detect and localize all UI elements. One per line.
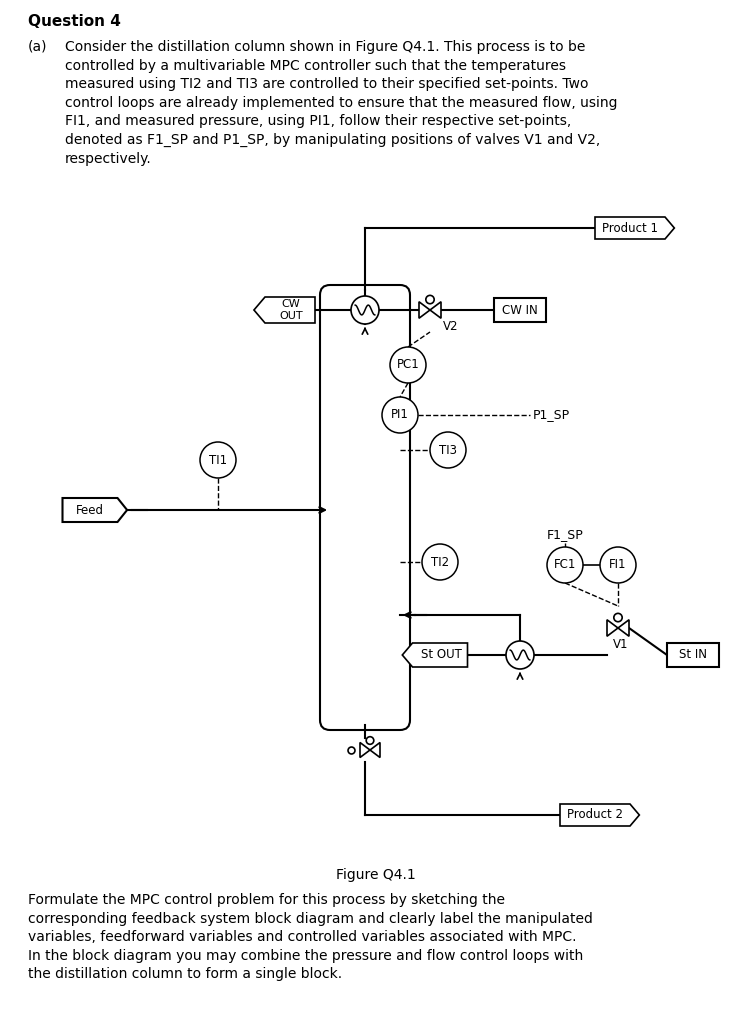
Circle shape <box>366 736 373 744</box>
Polygon shape <box>254 297 315 323</box>
Text: V1: V1 <box>613 639 629 651</box>
Polygon shape <box>430 302 441 318</box>
Text: CW IN: CW IN <box>502 303 538 316</box>
Text: Product 2: Product 2 <box>567 809 623 821</box>
Polygon shape <box>607 620 618 636</box>
Text: Figure Q4.1: Figure Q4.1 <box>336 868 416 882</box>
Polygon shape <box>402 643 468 667</box>
Circle shape <box>506 641 534 669</box>
Text: Consider the distillation column shown in Figure Q4.1. This process is to be
con: Consider the distillation column shown i… <box>65 40 617 166</box>
Circle shape <box>425 295 434 304</box>
Polygon shape <box>62 498 127 522</box>
Text: TI2: TI2 <box>431 555 449 568</box>
FancyBboxPatch shape <box>320 285 410 730</box>
Text: PI1: PI1 <box>391 409 409 422</box>
Polygon shape <box>560 804 639 826</box>
Text: Formulate the MPC control problem for this process by sketching the
correspondin: Formulate the MPC control problem for th… <box>28 893 593 981</box>
Circle shape <box>600 547 636 583</box>
Circle shape <box>382 397 418 433</box>
Bar <box>494 298 546 322</box>
Polygon shape <box>618 620 629 636</box>
Text: St OUT: St OUT <box>421 648 462 662</box>
Polygon shape <box>370 742 380 758</box>
Polygon shape <box>595 217 675 239</box>
Text: P1_SP: P1_SP <box>533 409 570 422</box>
Text: PC1: PC1 <box>397 358 419 372</box>
Text: TI3: TI3 <box>439 443 457 457</box>
Text: Question 4: Question 4 <box>28 14 121 29</box>
Circle shape <box>390 347 426 383</box>
Circle shape <box>614 613 622 622</box>
Circle shape <box>547 547 583 583</box>
Text: F1_SP: F1_SP <box>547 528 584 542</box>
Text: St IN: St IN <box>679 648 707 662</box>
Text: Feed: Feed <box>76 504 104 516</box>
Polygon shape <box>419 302 430 318</box>
Bar <box>667 643 719 667</box>
Text: TI1: TI1 <box>209 454 227 467</box>
Text: CW
OUT: CW OUT <box>279 299 303 321</box>
Text: Product 1: Product 1 <box>602 221 658 234</box>
Circle shape <box>422 544 458 580</box>
Polygon shape <box>360 742 370 758</box>
Circle shape <box>200 442 236 478</box>
Circle shape <box>430 432 466 468</box>
Text: V2: V2 <box>443 319 459 333</box>
Text: FI1: FI1 <box>609 558 626 571</box>
Text: FC1: FC1 <box>553 558 576 571</box>
Circle shape <box>351 296 379 324</box>
Text: (a): (a) <box>28 40 47 54</box>
